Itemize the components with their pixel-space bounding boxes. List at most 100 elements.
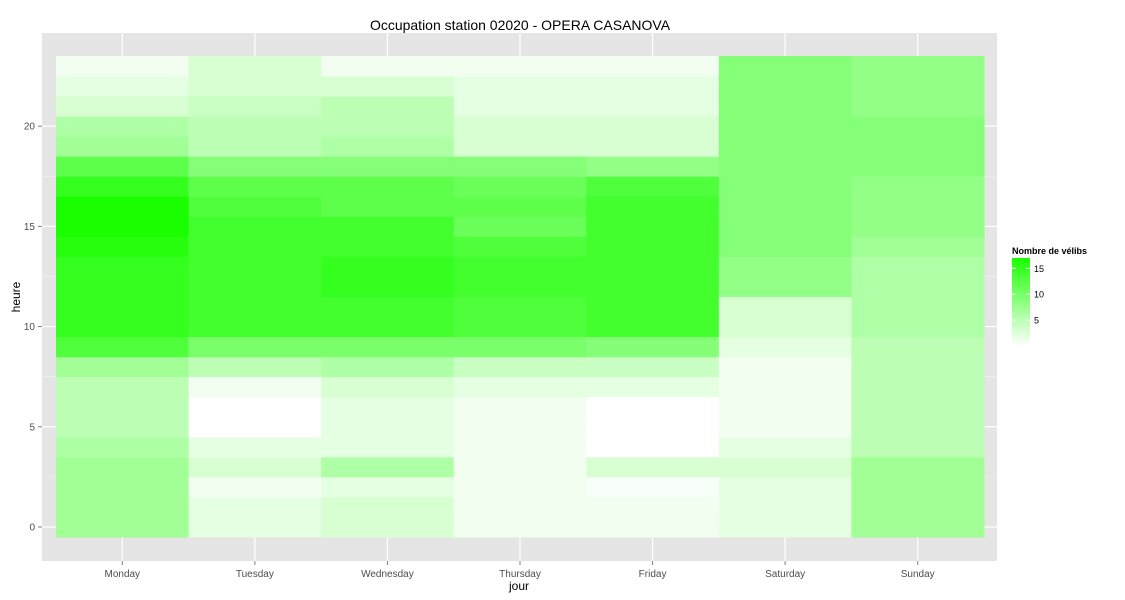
legend-tick-label: 10	[1034, 290, 1044, 300]
y-tick-label: 0	[29, 522, 35, 533]
heatmap-cell	[718, 56, 852, 77]
heatmap-cell	[453, 56, 587, 77]
heatmap-cell	[188, 216, 322, 237]
heatmap-cell	[718, 236, 852, 257]
heatmap-cell	[718, 216, 852, 237]
heatmap-cell	[188, 156, 322, 177]
heatmap-cell	[851, 256, 985, 277]
legend-tick-label: 5	[1034, 316, 1039, 326]
heatmap-cell	[586, 56, 720, 77]
heatmap-cell	[321, 356, 455, 378]
heatmap-cell	[851, 76, 985, 97]
legend: Nombre de vélibs 15 10 5	[1012, 246, 1087, 346]
heatmap-cell	[321, 56, 455, 77]
heatmap-cell	[56, 136, 190, 157]
heatmap-cell	[188, 496, 322, 518]
heatmap-cell	[56, 276, 190, 297]
x-axis: Monday Tuesday Wednesday Thursday Friday Satu…	[104, 561, 935, 580]
heatmap-cell	[188, 456, 322, 478]
x-tick-label: Thursday	[499, 569, 541, 580]
heatmap-cell	[718, 456, 852, 478]
heatmap-cell	[453, 176, 587, 197]
heatmap-cell	[56, 396, 190, 418]
heatmap-cell	[586, 96, 720, 117]
heatmap-cell	[188, 136, 322, 157]
heatmap-cell	[453, 436, 587, 458]
heatmap-cell	[586, 236, 720, 257]
heatmap-cell	[851, 156, 985, 177]
heatmap-cell	[453, 256, 587, 277]
heatmap-cell	[188, 316, 322, 338]
heatmap-cell	[586, 516, 720, 538]
heatmap-cell	[453, 116, 587, 137]
heatmap-cell	[586, 396, 720, 418]
heatmap-cell	[321, 516, 455, 538]
legend-title: Nombre de vélibs	[1012, 246, 1087, 256]
heatmap-cell	[188, 76, 322, 97]
heatmap-cell	[188, 336, 322, 358]
heatmap-cell	[718, 436, 852, 458]
heatmap-cell	[851, 216, 985, 237]
heatmap-cell	[586, 136, 720, 157]
y-tick-label: 5	[29, 422, 35, 433]
heatmap-cell	[851, 396, 985, 418]
heatmap-cell	[453, 136, 587, 157]
heatmap-cell	[56, 496, 190, 518]
legend-tick-label: 15	[1034, 264, 1044, 274]
heatmap-cell	[56, 416, 190, 438]
heatmap-cell	[718, 296, 852, 318]
heatmap-cell	[188, 276, 322, 297]
heatmap-cell	[851, 116, 985, 137]
heatmap-cell	[56, 476, 190, 498]
heatmap-cell	[188, 516, 322, 538]
legend-colorbar	[1012, 258, 1030, 346]
heatmap-cell	[321, 416, 455, 438]
heatmap-cell	[718, 116, 852, 137]
x-tick-label: Sunday	[901, 569, 935, 580]
heatmap-cell	[718, 136, 852, 157]
heatmap-cell	[321, 216, 455, 237]
y-tick-label: 10	[24, 322, 36, 333]
heatmap-cell	[188, 196, 322, 217]
heatmap-cell	[586, 456, 720, 478]
heatmap-cell	[718, 196, 852, 217]
heatmap-cell	[586, 476, 720, 498]
heatmap-cell	[321, 156, 455, 177]
heatmap-cell	[188, 476, 322, 498]
x-axis-title: jour	[508, 579, 529, 593]
heatmap-cell	[586, 416, 720, 438]
heatmap-cell	[718, 376, 852, 398]
heatmap-cell	[321, 296, 455, 318]
heatmap-cell	[188, 116, 322, 137]
heatmap-cell	[188, 436, 322, 458]
heatmap-cell	[718, 256, 852, 277]
heatmap-cell	[851, 136, 985, 157]
heatmap-cell	[321, 116, 455, 137]
heatmap-cell	[851, 316, 985, 338]
heatmap-cell	[586, 356, 720, 378]
heatmap-cell	[56, 336, 190, 358]
heatmap-cell	[188, 256, 322, 277]
heatmap-cell	[453, 216, 587, 237]
heatmap-cell	[851, 56, 985, 77]
heatmap-cell	[188, 96, 322, 117]
heatmap-cell	[718, 476, 852, 498]
heatmap-cell	[453, 316, 587, 338]
heatmap-cells	[56, 56, 985, 538]
heatmap-cell	[56, 96, 190, 117]
heatmap-cell	[188, 416, 322, 438]
heatmap-cell	[586, 256, 720, 277]
heatmap-cell	[321, 256, 455, 277]
heatmap-cell	[851, 96, 985, 117]
heatmap-cell	[586, 216, 720, 237]
heatmap-cell	[321, 96, 455, 117]
heatmap-cell	[586, 116, 720, 137]
chart-title: Occupation station 02020 - OPERA CASANOV…	[370, 17, 671, 33]
heatmap-cell	[851, 176, 985, 197]
y-tick-label: 15	[24, 222, 36, 233]
y-axis-title: heure	[9, 281, 23, 312]
heatmap-cell	[453, 276, 587, 297]
heatmap-cell	[453, 156, 587, 177]
heatmap-cell	[321, 476, 455, 498]
heatmap-cell	[56, 76, 190, 97]
